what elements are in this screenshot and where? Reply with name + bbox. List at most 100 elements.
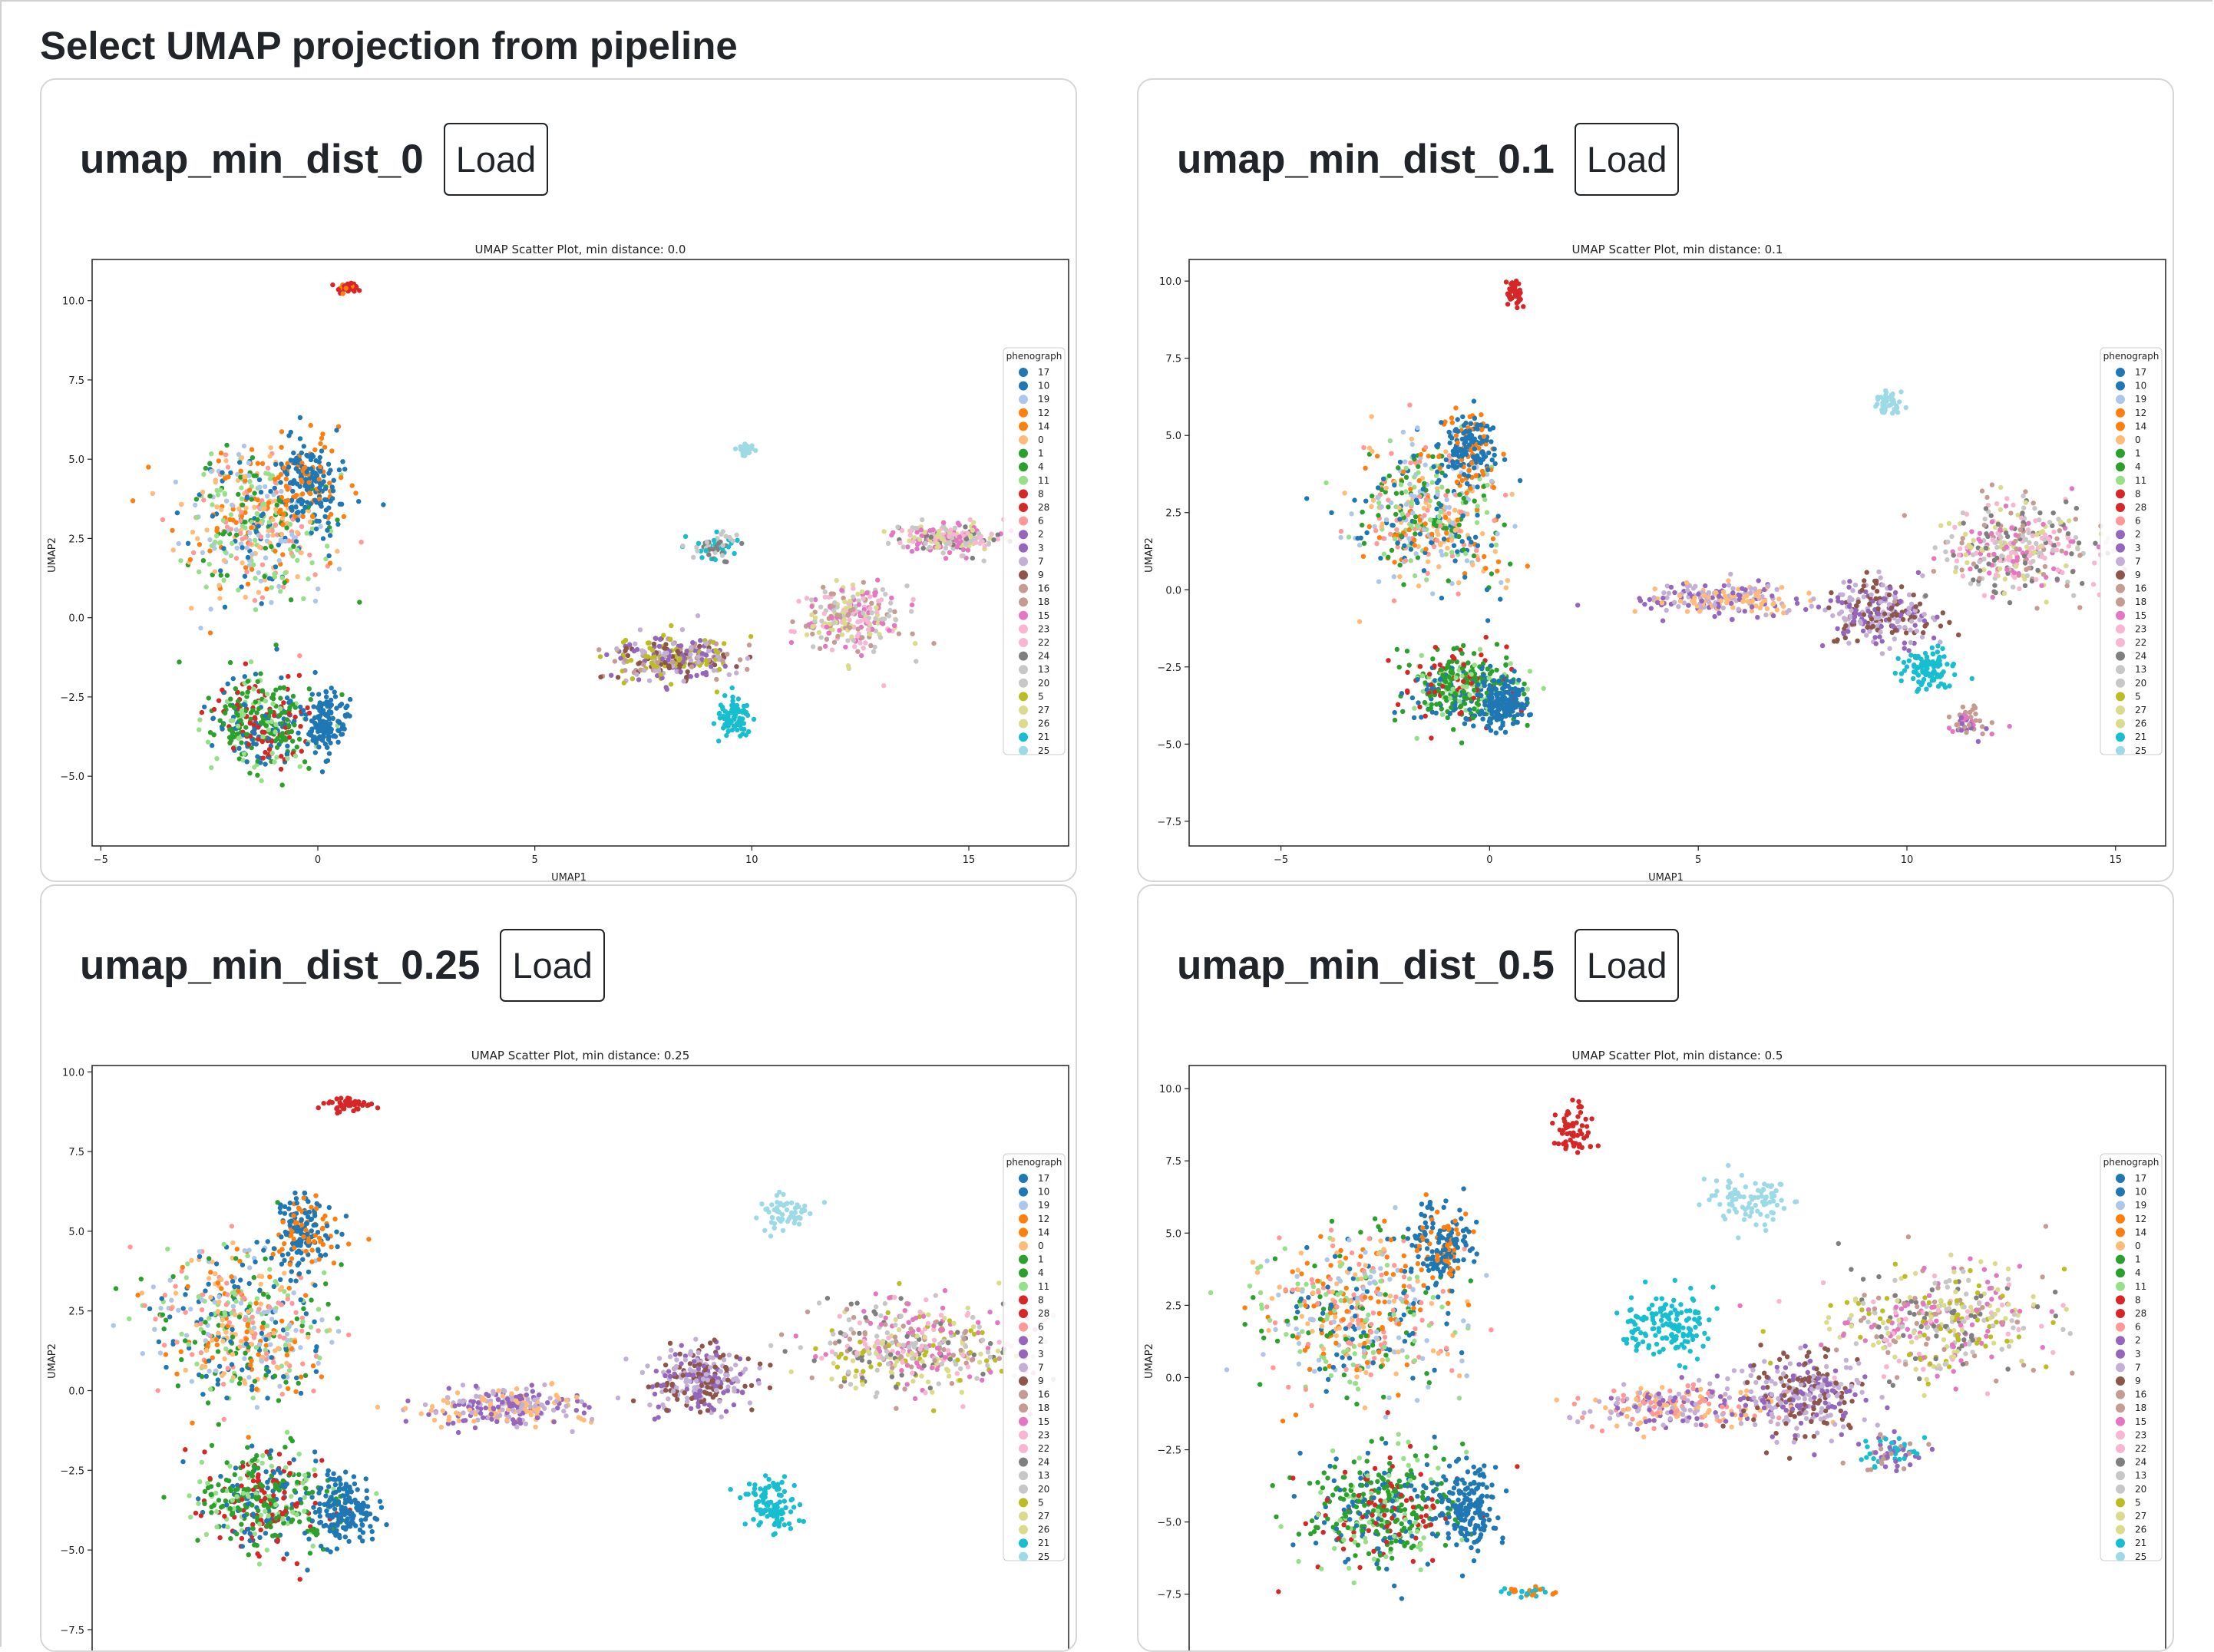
data-point — [2064, 550, 2068, 555]
data-point — [273, 722, 278, 727]
data-point — [1855, 639, 1859, 643]
data-point — [1794, 596, 1799, 601]
data-point — [1816, 605, 1821, 610]
data-point — [991, 537, 996, 542]
data-point — [292, 1340, 297, 1344]
data-point — [655, 660, 659, 665]
data-point — [298, 415, 302, 420]
data-point — [703, 548, 708, 553]
data-point — [1847, 579, 1852, 583]
data-point — [2067, 544, 2071, 548]
data-point — [1992, 558, 1997, 563]
legend-marker — [1019, 638, 1028, 647]
data-point — [2043, 564, 2047, 569]
data-point — [236, 713, 240, 718]
data-point — [216, 458, 221, 463]
data-point — [216, 1309, 220, 1313]
data-point — [259, 1301, 263, 1306]
data-point — [996, 533, 1000, 537]
data-point — [1462, 575, 1467, 580]
data-point — [2092, 560, 2097, 565]
data-point — [701, 671, 706, 676]
data-point — [279, 739, 283, 744]
data-point — [717, 711, 722, 715]
data-point — [1930, 678, 1935, 682]
data-point — [614, 646, 619, 651]
data-point — [734, 533, 739, 537]
data-point — [199, 1317, 203, 1322]
data-point — [875, 577, 880, 582]
projection-card: umap_min_dist_0 Load UMAP Scatter Plot, … — [40, 78, 1077, 882]
x-tick-label: −5 — [1274, 854, 1288, 866]
data-point — [1933, 545, 1938, 550]
data-point — [1410, 442, 1415, 447]
data-point — [1961, 573, 1965, 578]
data-point — [183, 1338, 187, 1343]
data-point — [2032, 550, 2037, 554]
data-point — [1462, 689, 1466, 694]
data-point — [1889, 398, 1894, 402]
data-point — [616, 675, 620, 679]
x-tick-label: 15 — [963, 854, 976, 866]
data-point — [248, 1363, 253, 1367]
data-point — [326, 553, 331, 558]
data-point — [834, 578, 839, 583]
data-point — [1959, 540, 1964, 545]
data-point — [1475, 504, 1480, 508]
data-point — [1434, 702, 1439, 706]
data-point — [2027, 530, 2031, 535]
data-point — [264, 586, 269, 591]
data-point — [260, 735, 265, 739]
data-point — [1456, 580, 1461, 585]
data-point — [2008, 510, 2013, 515]
data-point — [260, 689, 265, 693]
data-point — [231, 1304, 236, 1309]
data-point — [835, 634, 840, 639]
data-point — [329, 512, 333, 517]
data-point — [1857, 612, 1862, 616]
data-point — [322, 1270, 326, 1275]
data-point — [1469, 439, 1474, 444]
data-point — [1779, 585, 1784, 590]
data-point — [1912, 615, 1917, 620]
data-point — [813, 616, 818, 620]
data-point — [164, 1318, 168, 1323]
data-point — [173, 480, 178, 484]
data-point — [1361, 554, 1366, 559]
x-tick-label: 0 — [1486, 854, 1492, 866]
data-point — [1957, 553, 1961, 557]
data-point — [1429, 735, 1433, 740]
data-point — [1839, 610, 1844, 614]
legend-label: 23 — [1038, 623, 1049, 634]
data-point — [811, 644, 815, 649]
data-point — [1423, 547, 1428, 551]
data-point — [316, 705, 321, 710]
legend-marker — [1019, 517, 1028, 526]
data-point — [218, 487, 223, 492]
data-point — [209, 469, 213, 474]
data-point — [267, 576, 272, 580]
data-point — [1438, 524, 1442, 528]
data-point — [283, 570, 287, 575]
data-point — [889, 596, 894, 600]
data-point — [300, 499, 305, 504]
legend-marker — [1019, 611, 1028, 620]
data-point — [307, 686, 312, 691]
data-point — [1943, 550, 1948, 554]
data-point — [818, 646, 822, 651]
data-point — [716, 738, 721, 743]
data-point — [1653, 586, 1657, 591]
data-point — [1485, 666, 1490, 671]
data-point — [274, 646, 279, 651]
data-point — [1873, 596, 1878, 601]
data-point — [1467, 428, 1472, 433]
data-point — [253, 716, 257, 721]
data-point — [230, 503, 234, 507]
legend-marker — [2116, 476, 2125, 485]
data-point — [246, 679, 250, 683]
data-point — [810, 624, 815, 629]
data-point — [254, 474, 259, 478]
data-point — [285, 752, 289, 756]
data-point — [1460, 478, 1465, 483]
data-point — [1381, 477, 1386, 481]
